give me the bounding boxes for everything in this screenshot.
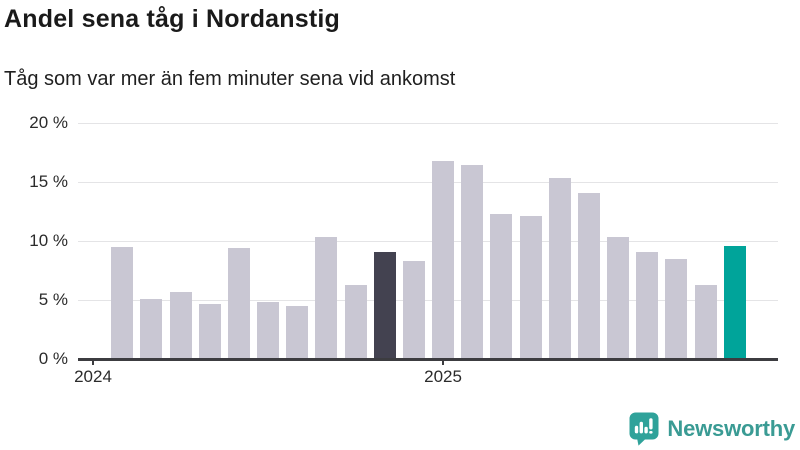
bar-2025-03	[490, 213, 513, 359]
bar-2025-07	[607, 237, 630, 359]
bar-2025-02	[461, 165, 484, 359]
bar-2025-01	[432, 160, 455, 359]
bar-2024-07	[257, 302, 280, 359]
bar-2024-08	[286, 305, 309, 359]
bar-2024-04	[169, 291, 192, 359]
bar-2024-03	[140, 298, 163, 359]
y-axis-label: 0 %	[38, 349, 68, 368]
x-axis-tick	[92, 360, 94, 365]
newsworthy-speech-bubble-bar-chart-icon	[629, 412, 660, 446]
gridline	[78, 241, 778, 242]
bar-2024-10	[344, 284, 367, 359]
bar-2025-05	[548, 178, 571, 359]
bar-2024-06	[227, 248, 250, 359]
x-axis-label: 2024	[74, 367, 112, 386]
gridline	[78, 123, 778, 124]
y-axis-label: 10 %	[29, 231, 68, 250]
x-axis-label: 2025	[424, 367, 462, 386]
y-axis-label: 5 %	[38, 290, 68, 309]
bar-2024-05	[198, 303, 221, 359]
gridline	[78, 300, 778, 301]
y-axis-label: 15 %	[29, 172, 68, 191]
chart-subtitle: Tåg som var mer än fem minuter sena vid …	[4, 68, 456, 90]
gridline	[78, 182, 778, 183]
plot-area: 0 % 5 % 10 % 15 % 20 % 2024 2025	[29, 113, 778, 386]
bar-2025-11	[723, 245, 746, 359]
bar-2025-08	[636, 251, 659, 359]
chart-title: Andel sena tåg i Nordanstig	[4, 5, 341, 33]
bar-2025-06	[577, 192, 600, 359]
bar-2025-10	[694, 284, 717, 359]
newsworthy-logo-text: Newsworthy	[667, 416, 795, 441]
bar-2024-02	[111, 246, 134, 359]
y-axis-label: 20 %	[29, 113, 68, 132]
bar-2025-09	[665, 258, 688, 359]
bar-2024-09	[315, 237, 338, 359]
bar-2024-12	[402, 261, 425, 359]
newsworthy-logo: Newsworthy	[629, 412, 795, 446]
x-axis-line	[78, 358, 778, 361]
bar-2024-11	[373, 251, 396, 359]
bar-2025-04	[519, 216, 542, 359]
x-axis-tick	[442, 360, 445, 365]
